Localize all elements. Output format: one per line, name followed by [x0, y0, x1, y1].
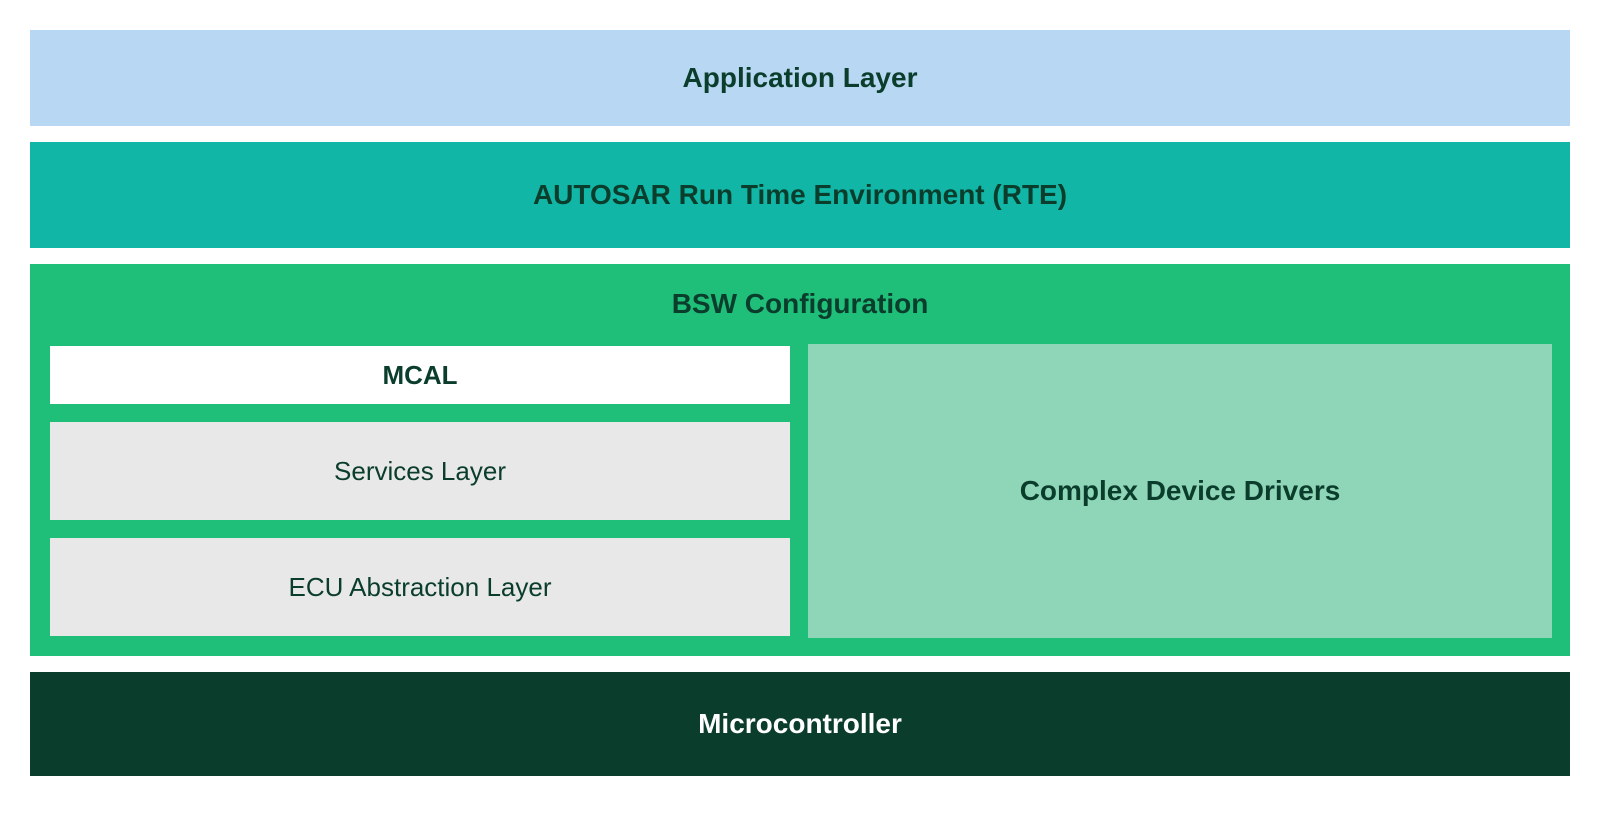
application-layer-label: Application Layer: [683, 62, 918, 94]
mcal-block: MCAL: [48, 344, 792, 406]
ecu-abstraction-layer-block: ECU Abstraction Layer: [48, 536, 792, 638]
microcontroller-label: Microcontroller: [698, 708, 902, 740]
bsw-columns: MCAL Services Layer ECU Abstraction Laye…: [48, 344, 1552, 638]
microcontroller-block: Microcontroller: [30, 672, 1570, 776]
rte-layer-block: AUTOSAR Run Time Environment (RTE): [30, 142, 1570, 248]
bsw-configuration-block: BSW Configuration MCAL Services Layer EC…: [30, 264, 1570, 656]
application-layer-block: Application Layer: [30, 30, 1570, 126]
complex-device-drivers-block: Complex Device Drivers: [808, 344, 1552, 638]
mcal-label: MCAL: [382, 360, 457, 391]
bsw-configuration-title: BSW Configuration: [48, 288, 1552, 320]
services-layer-label: Services Layer: [334, 456, 506, 487]
bsw-left-column: MCAL Services Layer ECU Abstraction Laye…: [48, 344, 792, 638]
rte-layer-label: AUTOSAR Run Time Environment (RTE): [533, 179, 1067, 211]
ecu-abstraction-layer-label: ECU Abstraction Layer: [288, 572, 551, 603]
services-layer-block: Services Layer: [48, 420, 792, 522]
complex-device-drivers-label: Complex Device Drivers: [1020, 475, 1341, 507]
